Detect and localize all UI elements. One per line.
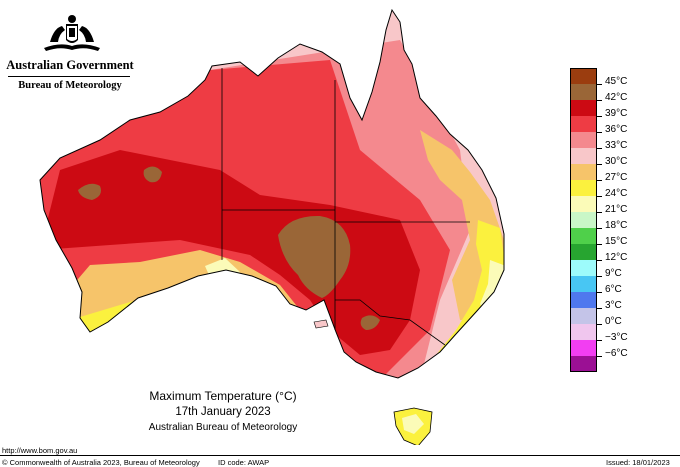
legend-swatch bbox=[570, 276, 597, 292]
legend-swatch bbox=[570, 116, 597, 132]
band-21-east-coast bbox=[480, 260, 504, 312]
legend-swatch bbox=[570, 340, 597, 356]
legend-swatch bbox=[570, 132, 597, 148]
mainland-coastline bbox=[39, 8, 505, 379]
legend-swatch bbox=[570, 356, 597, 372]
legend-tick bbox=[597, 324, 602, 325]
legend-swatch bbox=[570, 84, 597, 100]
copyright-text: © Commonwealth of Australia 2023, Bureau… bbox=[2, 458, 200, 467]
legend-swatch bbox=[570, 196, 597, 212]
legend-tick bbox=[597, 164, 602, 165]
hotspot-42-central bbox=[278, 215, 351, 298]
legend-tick bbox=[597, 196, 602, 197]
legend-tick bbox=[597, 260, 602, 261]
id-code: ID code: AWAP bbox=[218, 458, 270, 467]
header-divider bbox=[8, 76, 130, 77]
legend-label: 6°C bbox=[605, 284, 622, 295]
legend-label: 45°C bbox=[605, 76, 628, 87]
legend-label: −3°C bbox=[605, 332, 628, 343]
state-borders bbox=[221, 68, 470, 346]
legend-swatch bbox=[570, 324, 597, 340]
temperature-map bbox=[39, 8, 505, 445]
hotspot-42-north bbox=[143, 166, 162, 183]
legend-label: 39°C bbox=[605, 108, 628, 119]
legend-label: −6°C bbox=[605, 348, 628, 359]
legend-tick bbox=[597, 292, 602, 293]
band-27-southwest bbox=[60, 250, 300, 340]
legend-label: 33°C bbox=[605, 140, 628, 151]
legend-label: 12°C bbox=[605, 252, 628, 263]
legend-swatch bbox=[570, 180, 597, 196]
mainland-temperature-field bbox=[40, 10, 504, 378]
map-caption: Maximum Temperature (°C) 17th January 20… bbox=[118, 388, 328, 435]
legend-tick bbox=[597, 84, 602, 85]
legend-tick bbox=[597, 276, 602, 277]
legend-tick bbox=[597, 356, 602, 357]
legend-swatch bbox=[570, 228, 597, 244]
legend-swatch bbox=[570, 68, 597, 84]
legend-label: 15°C bbox=[605, 236, 628, 247]
legend-tick bbox=[597, 228, 602, 229]
map-title: Maximum Temperature (°C) bbox=[149, 389, 297, 403]
issued-date: Issued: 18/01/2023 bbox=[606, 458, 670, 467]
tasmania-cool-area bbox=[402, 414, 424, 434]
legend-swatch bbox=[570, 244, 597, 260]
band-24-east-coast bbox=[432, 220, 504, 370]
legend-tick bbox=[597, 212, 602, 213]
hotspot-42-west bbox=[78, 183, 101, 200]
legend-tick bbox=[597, 116, 602, 117]
legend-swatch bbox=[570, 260, 597, 276]
legend-label: 0°C bbox=[605, 316, 622, 327]
kangaroo-island bbox=[313, 319, 329, 329]
legend-label: 42°C bbox=[605, 92, 628, 103]
legend-swatch bbox=[570, 164, 597, 180]
legend-swatch bbox=[570, 308, 597, 324]
legend-swatch bbox=[570, 100, 597, 116]
bureau-name: Bureau of Meteorology bbox=[18, 80, 122, 91]
legend-tick bbox=[597, 244, 602, 245]
legend-swatch bbox=[570, 212, 597, 228]
legend-tick bbox=[597, 308, 602, 309]
legend-label: 3°C bbox=[605, 300, 622, 311]
map-source: Australian Bureau of Meteorology bbox=[148, 422, 298, 433]
footer-divider bbox=[0, 455, 680, 456]
border-nsw-vic bbox=[335, 299, 446, 346]
legend-tick bbox=[597, 148, 602, 149]
map-date: 17th January 2023 bbox=[175, 406, 271, 418]
legend-label: 18°C bbox=[605, 220, 628, 231]
legend-label: 36°C bbox=[605, 124, 628, 135]
government-name: Australian Government bbox=[6, 58, 134, 72]
legend-label: 30°C bbox=[605, 156, 628, 167]
legend-swatch bbox=[570, 148, 597, 164]
legend-label: 27°C bbox=[605, 172, 628, 183]
legend-tick bbox=[597, 132, 602, 133]
legend-label: 21°C bbox=[605, 204, 628, 215]
legend-label: 24°C bbox=[605, 188, 628, 199]
hotspot-42-south bbox=[360, 315, 380, 330]
legend-label: 9°C bbox=[605, 268, 622, 279]
coat-of-arms-icon bbox=[44, 15, 100, 51]
legend-swatch bbox=[570, 292, 597, 308]
legend-tick bbox=[597, 340, 602, 341]
legend-tick bbox=[597, 100, 602, 101]
government-logo bbox=[8, 12, 136, 56]
legend-tick bbox=[597, 180, 602, 181]
website-url[interactable]: http://www.bom.gov.au bbox=[2, 446, 78, 455]
